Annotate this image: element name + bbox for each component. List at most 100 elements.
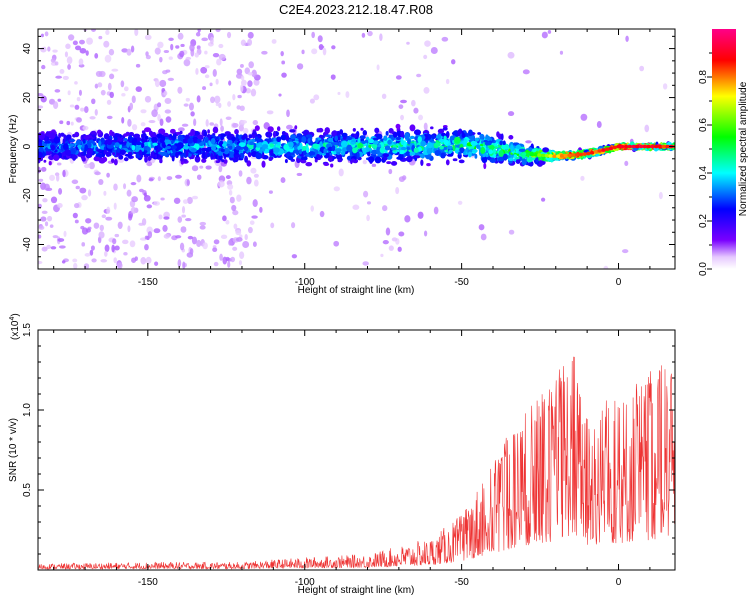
noise-blob <box>388 168 393 175</box>
colorbar-tick-label: 0.0 <box>698 262 709 276</box>
noise-blob <box>235 237 243 242</box>
signal-blob <box>317 127 324 133</box>
signal-blob <box>376 146 380 154</box>
x-tick-label: 0 <box>616 577 622 588</box>
noise-blob <box>153 228 161 234</box>
signal-blob <box>165 145 172 150</box>
signal-blob <box>119 149 126 156</box>
noise-blob <box>67 90 71 96</box>
noise-blob <box>318 45 325 49</box>
signal-blob <box>202 151 206 159</box>
noise-blob <box>413 107 419 114</box>
signal-blob <box>256 144 261 148</box>
signal-blob <box>334 135 339 142</box>
noise-blob <box>70 121 74 126</box>
signal-blob <box>45 131 50 136</box>
signal-blob <box>434 149 442 156</box>
signal-blob <box>346 136 353 141</box>
signal-blob <box>528 147 533 152</box>
signal-blob <box>300 159 307 164</box>
noise-blob <box>89 249 94 256</box>
spectrogram-y-label: Frequency (Hz) <box>8 115 19 184</box>
noise-blob <box>266 110 274 115</box>
signal-blob <box>81 142 85 149</box>
noise-blob <box>445 78 450 85</box>
signal-blob <box>407 138 411 145</box>
signal-blob <box>238 142 246 148</box>
signal-blob <box>135 141 142 146</box>
signal-blob <box>98 140 102 148</box>
noise-blob <box>168 56 173 60</box>
signal-blob <box>93 156 101 162</box>
noise-blob <box>108 48 115 56</box>
colorbar-tick-label: 0.8 <box>698 70 709 84</box>
noise-blob <box>107 82 112 91</box>
noise-blob <box>164 109 172 114</box>
signal-blob <box>60 132 65 137</box>
x-tick-label: -50 <box>454 577 469 588</box>
signal-blob <box>74 131 80 138</box>
signal-blob <box>430 126 434 130</box>
noise-blob <box>72 258 78 263</box>
noise-blob <box>100 89 106 96</box>
noise-blob <box>322 47 327 56</box>
noise-blob <box>55 75 63 79</box>
noise-blob <box>57 238 65 242</box>
signal-blob <box>316 153 321 159</box>
noise-blob <box>50 196 58 204</box>
signal-blob <box>43 140 51 144</box>
noise-blob <box>157 113 161 122</box>
carrier-blob <box>533 152 538 157</box>
noise-blob <box>423 122 428 131</box>
noise-blob <box>157 102 162 108</box>
noise-blob <box>136 174 142 183</box>
signal-blob <box>85 153 93 159</box>
noise-blob <box>72 212 78 219</box>
noise-blob <box>126 48 132 56</box>
signal-blob <box>535 157 539 163</box>
x-tick-label: 0 <box>616 277 622 288</box>
noise-blob <box>106 99 112 105</box>
noise-blob <box>74 81 78 85</box>
signal-blob <box>141 130 146 134</box>
signal-blob <box>206 153 211 158</box>
noise-blob <box>330 74 336 80</box>
noise-blob <box>388 245 394 251</box>
noise-blob <box>180 226 187 233</box>
signal-blob <box>190 147 197 153</box>
noise-blob <box>79 47 87 54</box>
noise-blob <box>79 39 85 45</box>
signal-blob <box>290 152 295 156</box>
noise-blob <box>216 58 222 66</box>
signal-blob <box>382 153 389 158</box>
noise-blob <box>120 80 125 88</box>
signal-blob <box>356 151 360 159</box>
signal-blob <box>176 142 184 149</box>
noise-blob <box>103 40 110 48</box>
signal-blob <box>414 155 421 159</box>
signal-blob <box>305 162 313 167</box>
noise-blob <box>212 247 218 252</box>
noise-blob <box>154 261 159 266</box>
noise-blob <box>151 109 158 118</box>
signal-blob <box>443 139 449 145</box>
noise-blob <box>105 29 110 36</box>
signal-blob <box>261 144 269 149</box>
noise-blob <box>159 56 163 63</box>
signal-blob <box>439 145 444 150</box>
colorbar-tick-label: 0.2 <box>698 214 709 228</box>
signal-blob <box>492 148 497 154</box>
noise-blob <box>210 36 214 45</box>
noise-blob <box>146 204 153 209</box>
noise-blob <box>160 197 165 201</box>
carrier-blob <box>638 144 644 149</box>
signal-blob <box>445 159 450 166</box>
signal-blob <box>355 130 360 138</box>
noise-blob <box>311 31 315 39</box>
signal-blob <box>147 156 151 161</box>
noise-blob <box>185 218 192 222</box>
signal-blob <box>413 147 419 153</box>
signal-blob <box>141 133 145 139</box>
noise-blob <box>232 210 239 216</box>
signal-blob <box>106 144 114 149</box>
